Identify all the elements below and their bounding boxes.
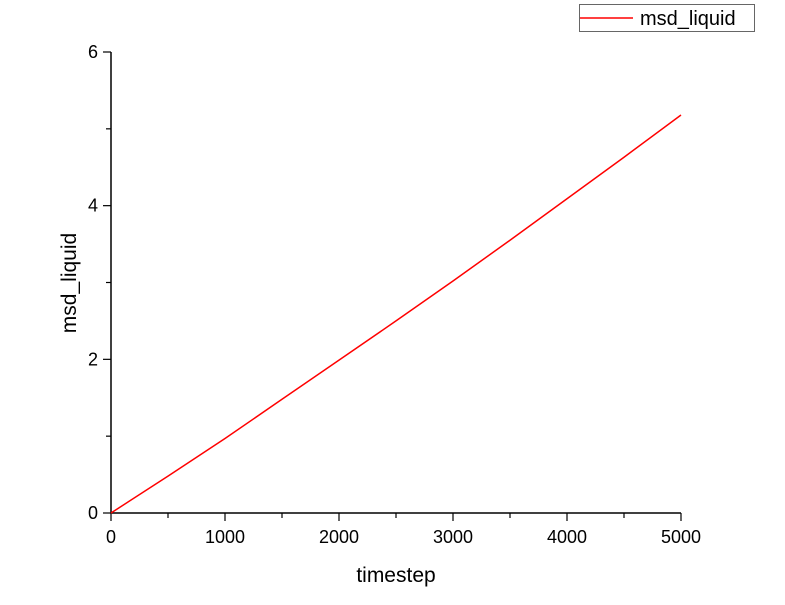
series-layer (110, 114, 682, 514)
y-tick-label: 4 (88, 196, 98, 216)
x-tick-label: 0 (106, 527, 116, 547)
x-tick-label: 4000 (547, 527, 587, 547)
x-tick-label: 5000 (661, 527, 701, 547)
x-tick-label: 1000 (205, 527, 245, 547)
x-axis-label: timestep (356, 564, 435, 587)
y-tick-label: 2 (88, 349, 98, 369)
series-line-msd_liquid (110, 114, 682, 514)
y-tick-label: 6 (88, 42, 98, 62)
x-tick-label: 3000 (433, 527, 473, 547)
y-tick-label: 0 (88, 503, 98, 523)
x-tick-label: 2000 (319, 527, 359, 547)
axes: 0 1000 2000 3000 4000 5000 0 2 4 6 (88, 42, 701, 547)
legend: msd_liquid (579, 4, 755, 32)
legend-label: msd_liquid (640, 8, 736, 30)
y-axis-label: msd_liquid (58, 233, 81, 333)
